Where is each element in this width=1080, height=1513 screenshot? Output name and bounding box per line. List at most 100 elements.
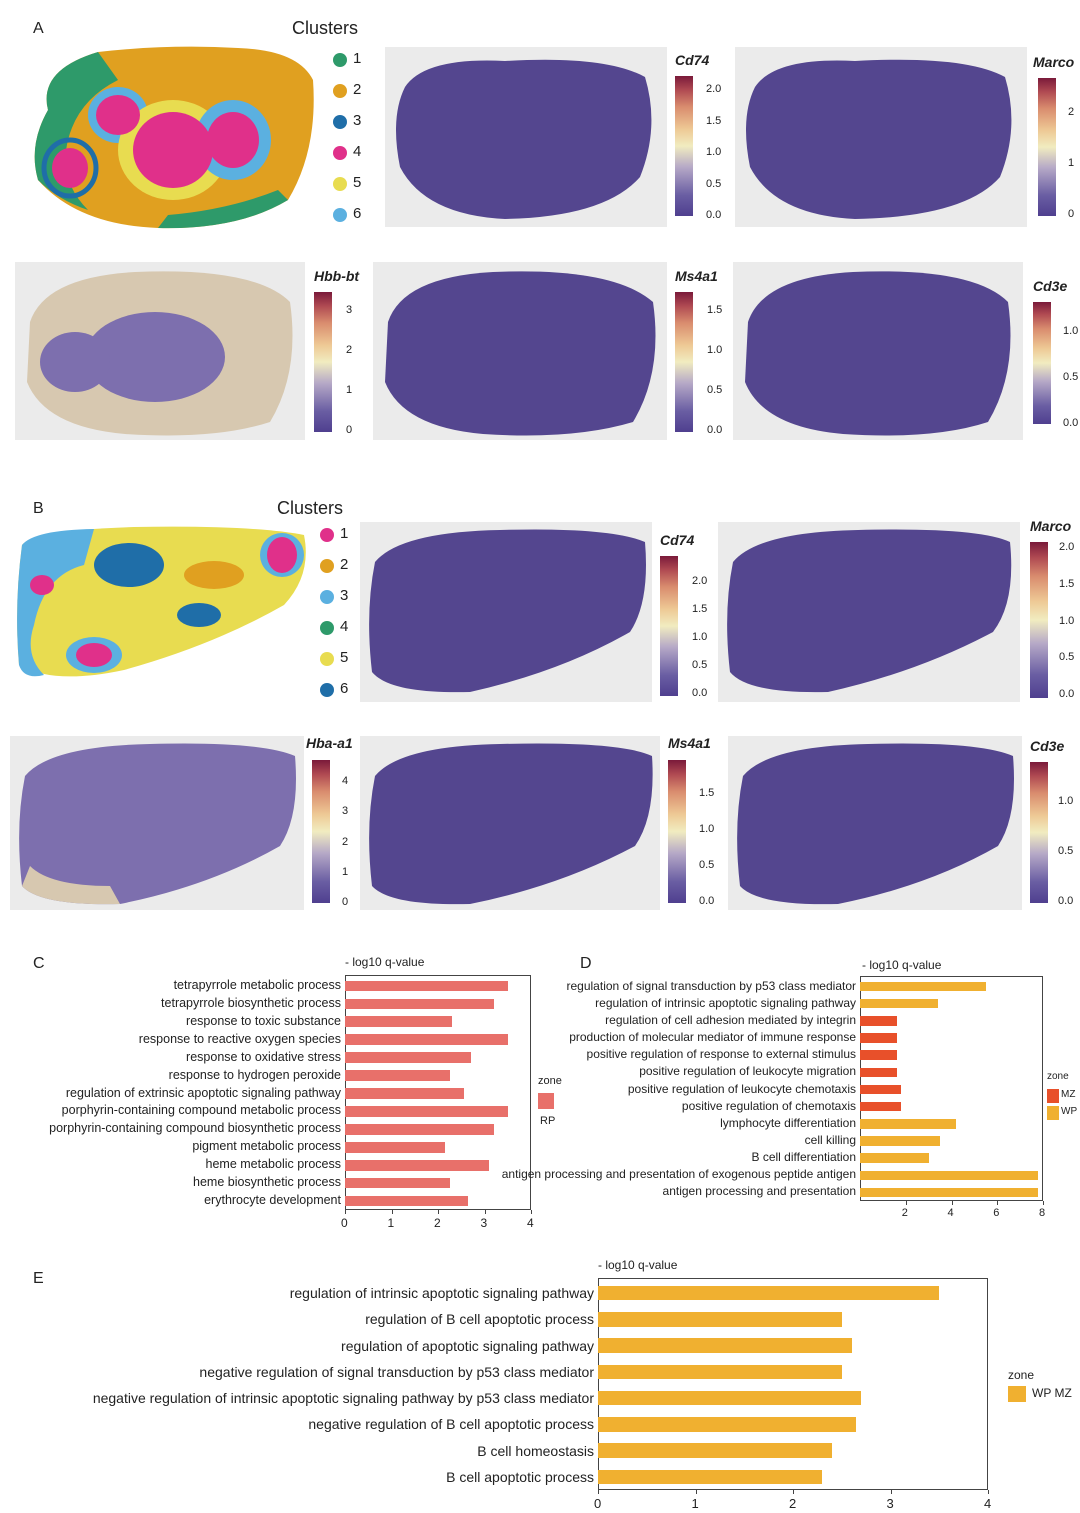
panel-b-hba-colorbar [312,760,330,903]
panel-a-hbb-bt-tick: 3 [346,304,353,316]
chart-d-legend-title: zone [1047,1071,1069,1082]
panel-e-letter: E [33,1270,44,1287]
chart-c-xtick-label: 3 [480,1216,488,1230]
panel-b-cd74-tick: 2.0 [692,575,708,587]
chart-d-category-label: positive regulation of chemotaxis [681,1098,856,1113]
chart-c-legend-label: RP [540,1115,556,1127]
panel-b-marco-label: Marco [1030,518,1072,534]
chart-c-category-label: porphyrin-containing compound biosynthet… [49,1121,341,1136]
chart-c-category-label: response to reactive oxygen species [138,1031,341,1046]
panel-a-legend-label-1: 1 [353,50,362,67]
panel-b-legend-label-4: 4 [340,618,349,635]
chart-c-bar [345,1195,469,1207]
chart-c-xtick-label: 4 [527,1216,534,1230]
panel-b-clusters-title: Clusters [277,498,344,518]
panel-a-ms4a1-tick: 1.0 [707,344,723,356]
panel-a-ms4a1-tick: 1.5 [707,304,723,316]
panel-b-legend-label-5: 5 [340,649,349,666]
panel-b-ms4a1-tick: 0.0 [699,895,715,907]
panel-a-legend-dot-4 [333,146,347,160]
chart-d-bar [860,1136,941,1146]
panel-a-cd74-tick: 0.0 [706,209,722,221]
panel-a-ms4a1-tick: 0.5 [707,384,723,396]
chart-c-bar [345,1141,445,1153]
panel-a-cd3e-tick: 0.5 [1063,371,1079,383]
panel-b-cd3e-tick: 0.5 [1058,845,1074,857]
panel-b-cd3e-tick: 0.0 [1058,895,1074,907]
chart-d-category-label: lymphocyte differentiation [720,1115,856,1130]
panel-a-legend-dot-2 [333,84,347,98]
chart-c-category-label: tetrapyrrole biosynthetic process [161,995,341,1010]
panel-a-ms4a1-map [373,262,667,440]
chart-c-xtick-mark [345,1210,346,1214]
chart-e-category-label: regulation of apoptotic signaling pathwa… [341,1337,594,1354]
panel-b-hba-label: Hba-a1 [306,735,353,751]
chart-e-xtick-label: 1 [691,1496,699,1511]
panel-b-legend-dot-2 [320,559,334,573]
chart-c-bar [345,1123,494,1135]
chart-d-legend-label: WP [1061,1106,1078,1117]
chart-e-xtick-label: 3 [886,1496,894,1511]
panel-b-legend-dot-5 [320,652,334,666]
chart-c-category-label: pigment metabolic process [192,1139,341,1154]
chart-e-bar [598,1312,842,1327]
chart-e-xtick-mark [598,1490,599,1494]
chart-c-bar [345,1106,508,1117]
chart-c-bar [345,1034,508,1046]
panel-b-letter: B [33,500,44,517]
chart-d-legend-label: MZ [1061,1089,1076,1100]
chart-c-xtick-label: 2 [434,1216,441,1230]
panel-b-hba-map [10,736,304,910]
panel-a-clusters-title: Clusters [292,18,359,38]
chart-d-xtick-mark [997,1201,999,1205]
chart-d-xtick-label: 6 [993,1207,1000,1219]
chart-d-category-label: positive regulation of response to exter… [586,1047,856,1062]
chart-d-category-label: production of molecular mediator of immu… [569,1030,856,1045]
chart-c-xtick-label: 0 [341,1216,348,1230]
chart-e-bar [598,1443,832,1458]
panel-b-legend-dot-6 [320,683,334,697]
chart-d-bar [860,1101,902,1112]
panel-b-hba-a1-tick: 1 [342,865,349,878]
chart-e-title: - log10 q-value [598,1258,678,1272]
chart-e-legend-swatch [1008,1386,1026,1402]
panel-b-cd74-tick: 0.0 [692,687,708,699]
chart-c-title: - log10 q-value [345,955,425,969]
panel-b-hba-a1-tick: 3 [342,805,349,818]
panel-d-letter: D [580,955,592,972]
chart-d-category-label: positive regulation of leukocyte chemota… [627,1081,856,1096]
chart-e-category-label: B cell apoptotic process [446,1468,594,1485]
panel-b-cd3e-tick: 1.0 [1058,795,1074,807]
chart-d-category-label: positive regulation of leukocyte migrati… [639,1064,856,1079]
chart-c-bar [345,980,508,992]
panel-b-hba-a1-tick: 2 [342,835,349,848]
panel-a-legend-label-6: 6 [353,205,362,222]
chart-c-category-label: tetrapyrrole metabolic process [173,977,341,992]
panel-b-legend-label-2: 2 [340,556,349,573]
chart-c-bar [345,998,494,1010]
panel-b-legend-dot-3 [320,590,334,604]
panel-a-legend-dot-3 [333,115,347,129]
chart-e-category-label: regulation of intrinsic apoptotic signal… [289,1285,594,1302]
chart-d-legend-swatch [1047,1089,1059,1103]
panel-b-legend-label-6: 6 [340,680,349,697]
panel-b-marco-tick: 1.5 [1059,577,1075,590]
chart-c-category-label: regulation of extrinsic apoptotic signal… [65,1085,341,1100]
panel-a-marco-tick: 0 [1068,208,1075,220]
panel-b-ms4a1-map [360,736,660,910]
chart-c-category-label: response to toxic substance [186,1013,341,1028]
chart-c-xtick-mark [531,1210,532,1214]
chart-d-xtick-mark [951,1201,953,1205]
chart-d-xtick-label: 4 [947,1207,954,1219]
chart-c-category-label: heme biosynthetic process [193,1175,341,1190]
panel-a-legend-label-5: 5 [353,174,362,191]
panel-b-cd74-tick: 1.0 [692,631,708,643]
chart-d-bar [860,1067,897,1078]
chart-d-bar [860,999,938,1009]
chart-d-xtick-label: 8 [1039,1207,1046,1219]
panel-b-ms4a1-label: Ms4a1 [668,735,711,751]
chart-c-bar [345,1016,452,1028]
panel-b-marco-map [718,522,1020,702]
panel-a-marco-map [735,47,1027,227]
chart-d-category-label: regulation of signal transduction by p53… [566,978,857,993]
